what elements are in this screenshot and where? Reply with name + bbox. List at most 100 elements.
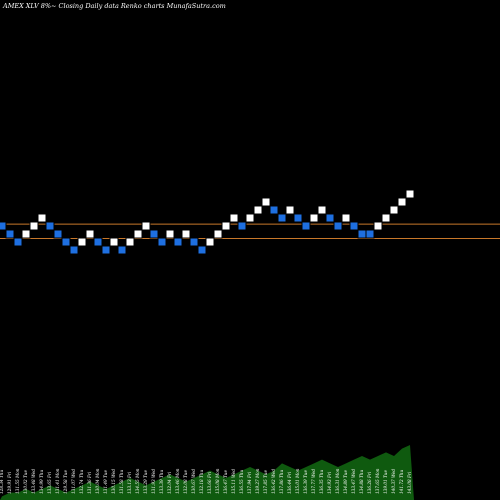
renko-brick-51 bbox=[397, 197, 407, 207]
renko-brick-10 bbox=[69, 245, 79, 255]
x-tick-label: 132.74 Thu bbox=[79, 470, 84, 494]
x-tick-label: 134.93 Fri bbox=[327, 471, 332, 494]
x-tick-label: 129.91 Fri bbox=[7, 471, 12, 494]
renko-brick-9 bbox=[61, 237, 71, 247]
renko-brick-39 bbox=[301, 221, 311, 231]
renko-brick-50 bbox=[389, 205, 399, 215]
renko-brick-16 bbox=[117, 245, 127, 255]
x-tick-label: 133.46 Mon bbox=[175, 468, 180, 494]
renko-brick-52 bbox=[405, 189, 415, 199]
renko-brick-49 bbox=[381, 213, 391, 223]
x-tick-label: 136.42 Wed bbox=[271, 469, 276, 494]
volume-fill bbox=[0, 445, 414, 500]
x-tick-label: 136.44 Fri bbox=[287, 471, 292, 494]
x-tick-label: 135.11 Wed bbox=[231, 469, 236, 494]
renko-bricks bbox=[0, 189, 415, 255]
renko-brick-8 bbox=[53, 229, 63, 239]
renko-brick-38 bbox=[293, 213, 303, 223]
x-tick-label: 131.07 Wed bbox=[71, 469, 76, 494]
renko-brick-7 bbox=[45, 221, 55, 231]
x-tick-label: 134.55 Mon bbox=[135, 468, 140, 494]
x-tick-label: 134.89 Tue bbox=[343, 470, 348, 494]
renko-brick-30 bbox=[229, 213, 239, 223]
x-tick-label: 133.39 Thu bbox=[159, 470, 164, 494]
x-tick-label: 136.39 Tue bbox=[303, 470, 308, 494]
renko-brick-21 bbox=[157, 237, 167, 247]
renko-brick-14 bbox=[101, 245, 111, 255]
x-tick-label: 133.48 Wed bbox=[31, 469, 36, 494]
renko-brick-23 bbox=[173, 237, 183, 247]
x-tick-label: 136.26 Fri bbox=[367, 471, 372, 494]
x-tick-label: 136.55 Thu bbox=[239, 470, 244, 494]
x-tick-label: 131.49 Tue bbox=[103, 470, 108, 494]
renko-brick-11 bbox=[77, 237, 87, 247]
renko-brick-4 bbox=[21, 229, 31, 239]
renko-brick-13 bbox=[93, 237, 103, 247]
renko-brick-36 bbox=[277, 213, 287, 223]
renko-brick-45 bbox=[349, 221, 359, 231]
x-tick-label: 135.01 Mon bbox=[295, 468, 300, 494]
renko-brick-37 bbox=[285, 205, 295, 215]
x-tick-label: 129.58 Tue bbox=[63, 470, 68, 494]
renko-brick-41 bbox=[317, 205, 327, 215]
x-tick-label: 133.29 Tue bbox=[143, 470, 148, 494]
renko-brick-25 bbox=[189, 237, 199, 247]
renko-brick-32 bbox=[245, 213, 255, 223]
renko-brick-2 bbox=[5, 229, 15, 239]
x-tick-label: 136.31 Mon bbox=[335, 468, 340, 494]
x-tick-label: 133.47 Wed bbox=[351, 469, 356, 494]
renko-brick-31 bbox=[237, 221, 247, 231]
volume-area bbox=[0, 445, 414, 500]
renko-brick-40 bbox=[309, 213, 319, 223]
x-tick-label: 130.15 Wed bbox=[111, 469, 116, 494]
renko-brick-22 bbox=[165, 229, 175, 239]
x-tick-label: 135.08 Mon bbox=[215, 468, 220, 494]
x-tick-label: 133.66 Fri bbox=[207, 471, 212, 494]
x-tick-label: 131.55 Mon bbox=[15, 468, 20, 494]
x-tick-label: 134.99 Thu bbox=[39, 470, 44, 494]
renko-brick-48 bbox=[373, 221, 383, 231]
renko-brick-18 bbox=[133, 229, 143, 239]
renko-brick-27 bbox=[205, 237, 215, 247]
x-tick-label: 143.08 Fri bbox=[407, 471, 412, 494]
chart-title: AMEX XLV 8%~ Closing Daily data Renko ch… bbox=[2, 2, 226, 10]
x-tick-label: 139.01 Tue bbox=[383, 470, 388, 494]
x-tick-label: 131.36 Fri bbox=[87, 471, 92, 494]
renko-brick-42 bbox=[325, 213, 335, 223]
x-tick-label: 137.85 Tue bbox=[263, 470, 268, 494]
x-tick-label: 137.94 Fri bbox=[247, 471, 252, 494]
renko-brick-24 bbox=[181, 229, 191, 239]
renko-brick-26 bbox=[197, 245, 207, 255]
renko-brick-1 bbox=[0, 221, 7, 231]
renko-brick-43 bbox=[333, 221, 343, 231]
x-tick-label: 131.58 Thu bbox=[119, 470, 124, 494]
x-tick-label: 132.04 Fri bbox=[167, 471, 172, 494]
renko-brick-28 bbox=[213, 229, 223, 239]
renko-brick-34 bbox=[261, 197, 271, 207]
x-tick-label: 139.27 Mon bbox=[255, 468, 260, 494]
renko-brick-35 bbox=[269, 205, 279, 215]
renko-brick-5 bbox=[29, 221, 39, 231]
renko-brick-19 bbox=[141, 221, 151, 231]
renko-brick-46 bbox=[357, 229, 367, 239]
x-tick-label: 136.35 Thu bbox=[319, 470, 324, 494]
renko-brick-33 bbox=[253, 205, 263, 215]
x-tick-label: 132.08 Tue bbox=[183, 470, 188, 494]
x-tick-label: 137.65 Mon bbox=[375, 468, 380, 494]
x-tick-label: 130.04 Mon bbox=[95, 468, 100, 494]
x-axis-labels: 128.34 Thu 129.91 Fri 131.55 Mon 130.02 Tue… bbox=[0, 468, 412, 494]
x-tick-label: 140.37 Wed bbox=[391, 469, 396, 494]
renko-brick-29 bbox=[221, 221, 231, 231]
renko-brick-47 bbox=[365, 229, 375, 239]
x-tick-label: 130.67 Wed bbox=[191, 469, 196, 494]
renko-brick-3 bbox=[13, 237, 23, 247]
x-tick-label: 133.65 Fri bbox=[47, 471, 52, 494]
x-tick-label: 131.41 Mon bbox=[55, 468, 60, 494]
x-tick-label: 132.18 Thu bbox=[199, 470, 204, 494]
x-tick-label: 136.47 Tue bbox=[223, 470, 228, 494]
x-tick-label: 131.93 Wed bbox=[151, 469, 156, 494]
renko-brick-12 bbox=[85, 229, 95, 239]
x-tick-label: 133.13 Fri bbox=[127, 471, 132, 494]
